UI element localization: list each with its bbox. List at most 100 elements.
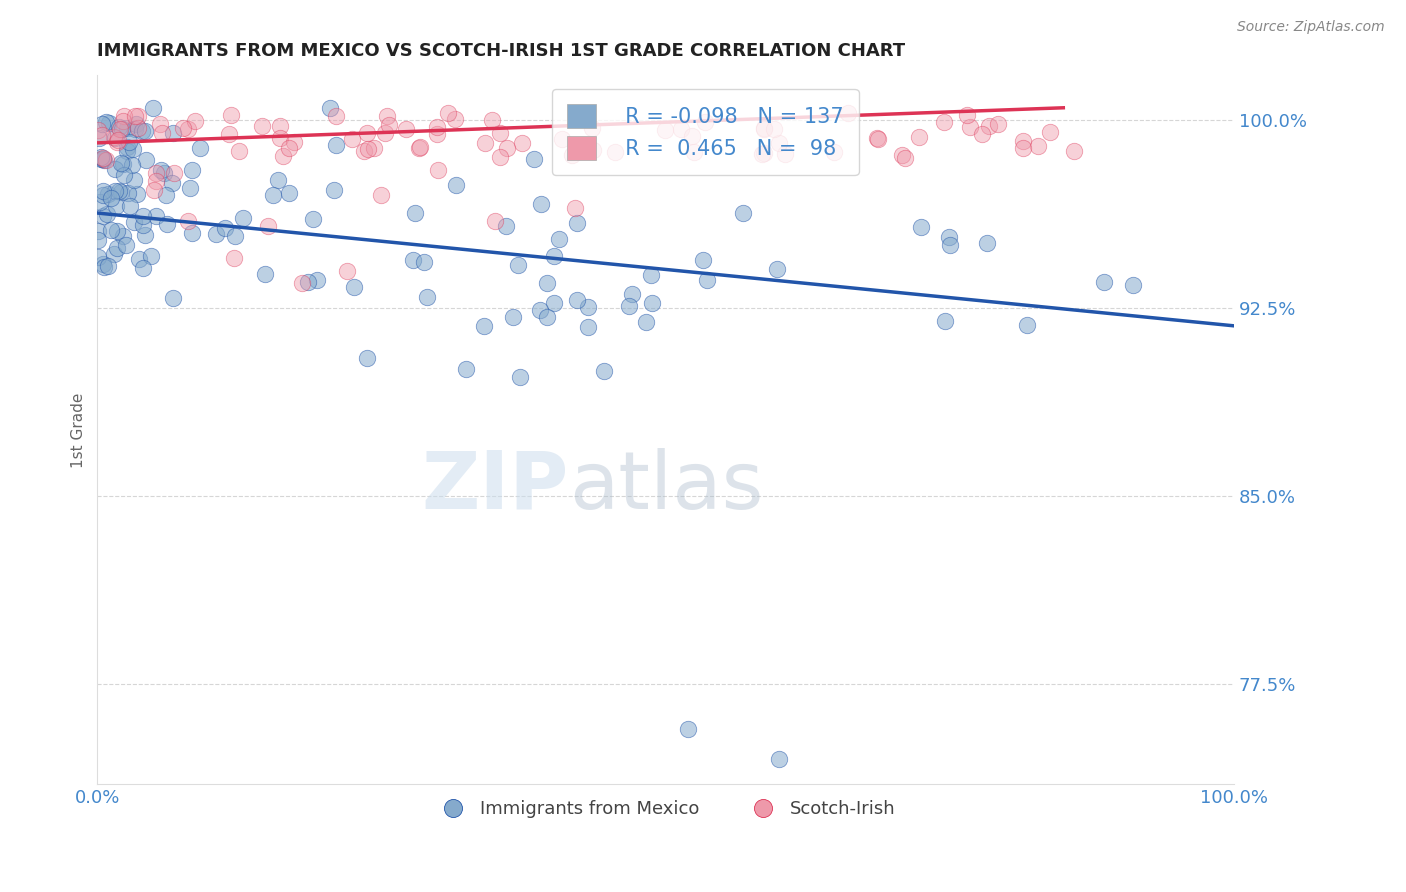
Point (91, 128, 114, 142)
Point (576, 319, 599, 334)
Point (91, 209, 114, 223)
Point (181, 162, 204, 177)
Point (682, 145, 704, 159)
Point (97, 259, 120, 273)
Point (363, 141, 385, 155)
Point (731, 206, 754, 220)
Point (325, 138, 347, 153)
Point (124, 173, 146, 187)
Point (536, 277, 558, 291)
Point (131, 124, 153, 138)
Point (278, 141, 301, 155)
Point (530, 197, 553, 211)
Point (837, 106, 859, 120)
Point (773, 146, 796, 161)
Point (120, 199, 142, 213)
Point (179, 181, 201, 195)
Point (91, 153, 114, 167)
Point (87, 250, 110, 264)
Point (156, 218, 179, 232)
Point (117, 121, 139, 136)
Point (149, 118, 172, 132)
Point (117, 140, 139, 154)
Point (162, 126, 184, 140)
Point (135, 153, 157, 168)
Point (318, 101, 340, 115)
Point (866, 131, 889, 145)
Point (508, 258, 530, 272)
Point (145, 209, 167, 223)
Point (105, 199, 128, 213)
Point (444, 178, 467, 193)
Point (100, 192, 122, 206)
Point (972, 128, 994, 142)
Point (112, 228, 135, 243)
Point (409, 140, 432, 154)
Point (96, 153, 118, 167)
Point (87, 122, 110, 136)
Point (823, 145, 845, 159)
Point (100, 222, 122, 236)
Point (910, 220, 932, 235)
Point (426, 120, 449, 135)
Point (256, 219, 278, 233)
Point (605, 145, 627, 159)
Point (132, 210, 155, 224)
Point (592, 364, 614, 378)
Point (107, 133, 129, 147)
Point (536, 310, 558, 325)
Point (305, 273, 328, 287)
Point (124, 109, 146, 123)
Point (1015, 318, 1038, 332)
Point (271, 149, 294, 163)
Point (145, 174, 167, 188)
Point (956, 107, 979, 121)
Point (269, 119, 291, 133)
Point (122, 215, 145, 229)
Point (681, 128, 703, 143)
Point (752, 121, 775, 136)
Point (112, 109, 135, 123)
Point (91, 257, 114, 271)
Point (150, 126, 173, 140)
Point (495, 219, 517, 234)
Point (1011, 134, 1033, 148)
Point (150, 163, 173, 178)
Point (124, 122, 146, 136)
Point (529, 303, 551, 318)
Point (214, 221, 236, 235)
Point (939, 238, 962, 252)
Point (297, 275, 319, 289)
Point (103, 247, 125, 261)
Point (153, 166, 176, 180)
Point (1063, 144, 1085, 158)
Point (87, 224, 110, 238)
Point (91, 117, 114, 131)
Point (671, 122, 693, 136)
Point (87, 233, 110, 247)
Point (496, 141, 519, 155)
Text: atlas: atlas (569, 448, 763, 525)
Point (139, 248, 162, 262)
Point (145, 166, 167, 180)
Point (117, 186, 139, 201)
Point (489, 150, 512, 164)
Point (413, 255, 436, 269)
Point (269, 131, 291, 145)
Point (340, 132, 363, 146)
Point (115, 145, 138, 159)
Point (125, 117, 148, 131)
Point (481, 112, 503, 127)
Point (181, 226, 204, 240)
Point (765, 262, 787, 277)
Point (754, 122, 776, 136)
Point (356, 351, 378, 365)
Point (402, 252, 425, 267)
Point (125, 186, 148, 201)
Point (576, 300, 599, 314)
Point (437, 106, 460, 120)
Point (336, 263, 359, 277)
Point (121, 158, 143, 172)
Point (561, 147, 583, 161)
Point (357, 142, 380, 156)
